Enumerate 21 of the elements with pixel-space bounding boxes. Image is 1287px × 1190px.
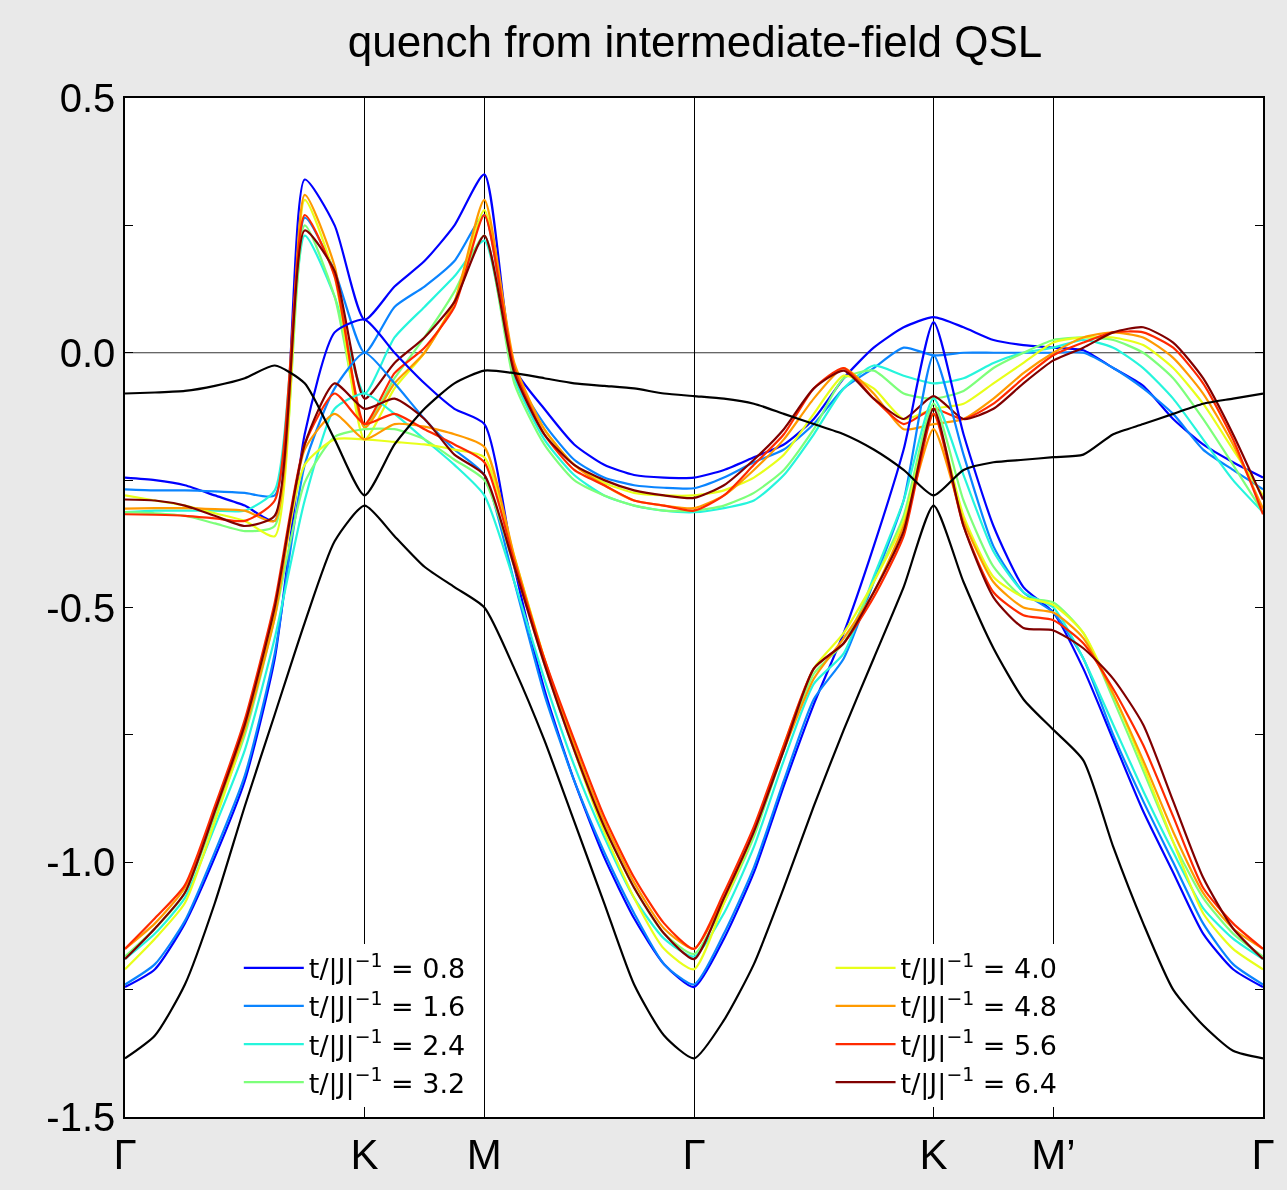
y-tick-label: -0.5: [46, 585, 116, 630]
y-tick-label: -1.0: [46, 840, 116, 885]
x-tick-label: M’: [1031, 1131, 1076, 1179]
y-tick-label: 0.0: [59, 330, 116, 375]
x-tick-label: K: [350, 1131, 379, 1179]
y-tick-label: -1.5: [46, 1095, 116, 1139]
legend-label: t/|J|$^{−1}$ = 3.2: [308, 1063, 466, 1100]
legend-label: t/|J|$^{−1}$ = 0.8: [308, 949, 466, 986]
x-tick-label: K: [919, 1131, 948, 1179]
legend-label: t/|J|$^{−1}$ = 5.6: [900, 1025, 1057, 1062]
x-tick-label: M: [466, 1131, 502, 1179]
y-tick-label: 0.5: [59, 76, 116, 120]
legend-label: t/|J|$^{−1}$ = 2.4: [308, 1025, 466, 1062]
x-tick-label: Γ: [113, 1131, 137, 1179]
chart-title: quench from intermediate-field QSL: [347, 17, 1043, 67]
x-tick-label: Γ: [1251, 1131, 1275, 1179]
legend-label: t/|J|$^{−1}$ = 6.4: [900, 1063, 1057, 1100]
x-tick-label: Γ: [682, 1131, 706, 1179]
legend-label: t/|J|$^{−1}$ = 4.0: [900, 949, 1057, 986]
legend-label: t/|J|$^{−1}$ = 1.6: [308, 987, 466, 1024]
legend-label: t/|J|$^{−1}$ = 4.8: [900, 987, 1057, 1024]
